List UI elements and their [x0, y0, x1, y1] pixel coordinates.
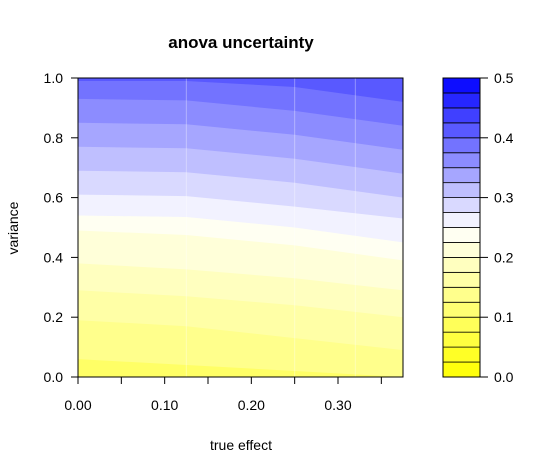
y-axis: 0.0 0.2 0.4 0.6 0.8 1.0: [44, 70, 78, 385]
colorbar-tick-label: 0.4: [494, 130, 514, 146]
y-tick-label: 0.6: [44, 190, 64, 206]
colorbar-level: [442, 212, 481, 228]
y-tick-label: 0.8: [44, 130, 64, 146]
colorbar-level: [442, 271, 481, 288]
colorbar-tick-label: 0.0: [494, 369, 514, 385]
x-tick-label: 0.10: [151, 397, 178, 413]
colorbar-level: [442, 77, 481, 94]
colorbar-level: [442, 361, 481, 378]
colorbar-level: [442, 122, 481, 139]
colorbar-level: [442, 167, 481, 184]
contour-fill-layer: [78, 78, 403, 377]
colorbar-level: [442, 331, 481, 348]
x-tick-label: 0.20: [238, 397, 265, 413]
y-tick-label: 0.0: [44, 369, 64, 385]
colorbar-level: [442, 137, 481, 154]
colorbar-tick-label: 0.2: [494, 249, 514, 265]
colorbar-level: [442, 182, 481, 198]
colorbar-level: [442, 256, 481, 273]
x-tick-label: 0.30: [324, 397, 351, 413]
colorbar-level: [442, 286, 481, 303]
colorbar-tick-label: 0.3: [494, 190, 514, 206]
colorbar-level: [442, 316, 481, 333]
contour-band: [78, 78, 403, 102]
colorbar-frame: [442, 77, 481, 378]
colorbar-level: [442, 346, 481, 363]
y-tick-label: 1.0: [44, 70, 64, 86]
x-axis: 0.00 0.10 0.20 0.30: [64, 377, 382, 413]
colorbar-tick-label: 0.5: [494, 70, 514, 86]
y-tick-label: 0.2: [44, 309, 64, 325]
colorbar-level: [442, 92, 481, 109]
colorbar: [442, 77, 481, 378]
colorbar-level: [442, 107, 481, 124]
colorbar-level: [442, 301, 481, 318]
colorbar-tick-label: 0.1: [494, 309, 514, 325]
colorbar-axis: 0.0 0.1 0.2 0.3 0.4 0.5: [480, 70, 514, 385]
colorbar-level: [442, 152, 481, 169]
colorbar-level: [442, 197, 481, 213]
chart-title: anova uncertainty: [168, 33, 314, 52]
colorbar-level: [442, 227, 481, 243]
y-axis-title: variance: [5, 201, 21, 254]
y-tick-label: 0.4: [44, 249, 64, 265]
x-axis-title: true effect: [210, 437, 272, 453]
colorbar-level: [442, 242, 481, 258]
x-tick-label: 0.00: [64, 397, 91, 413]
plot-frame: [77, 77, 404, 378]
